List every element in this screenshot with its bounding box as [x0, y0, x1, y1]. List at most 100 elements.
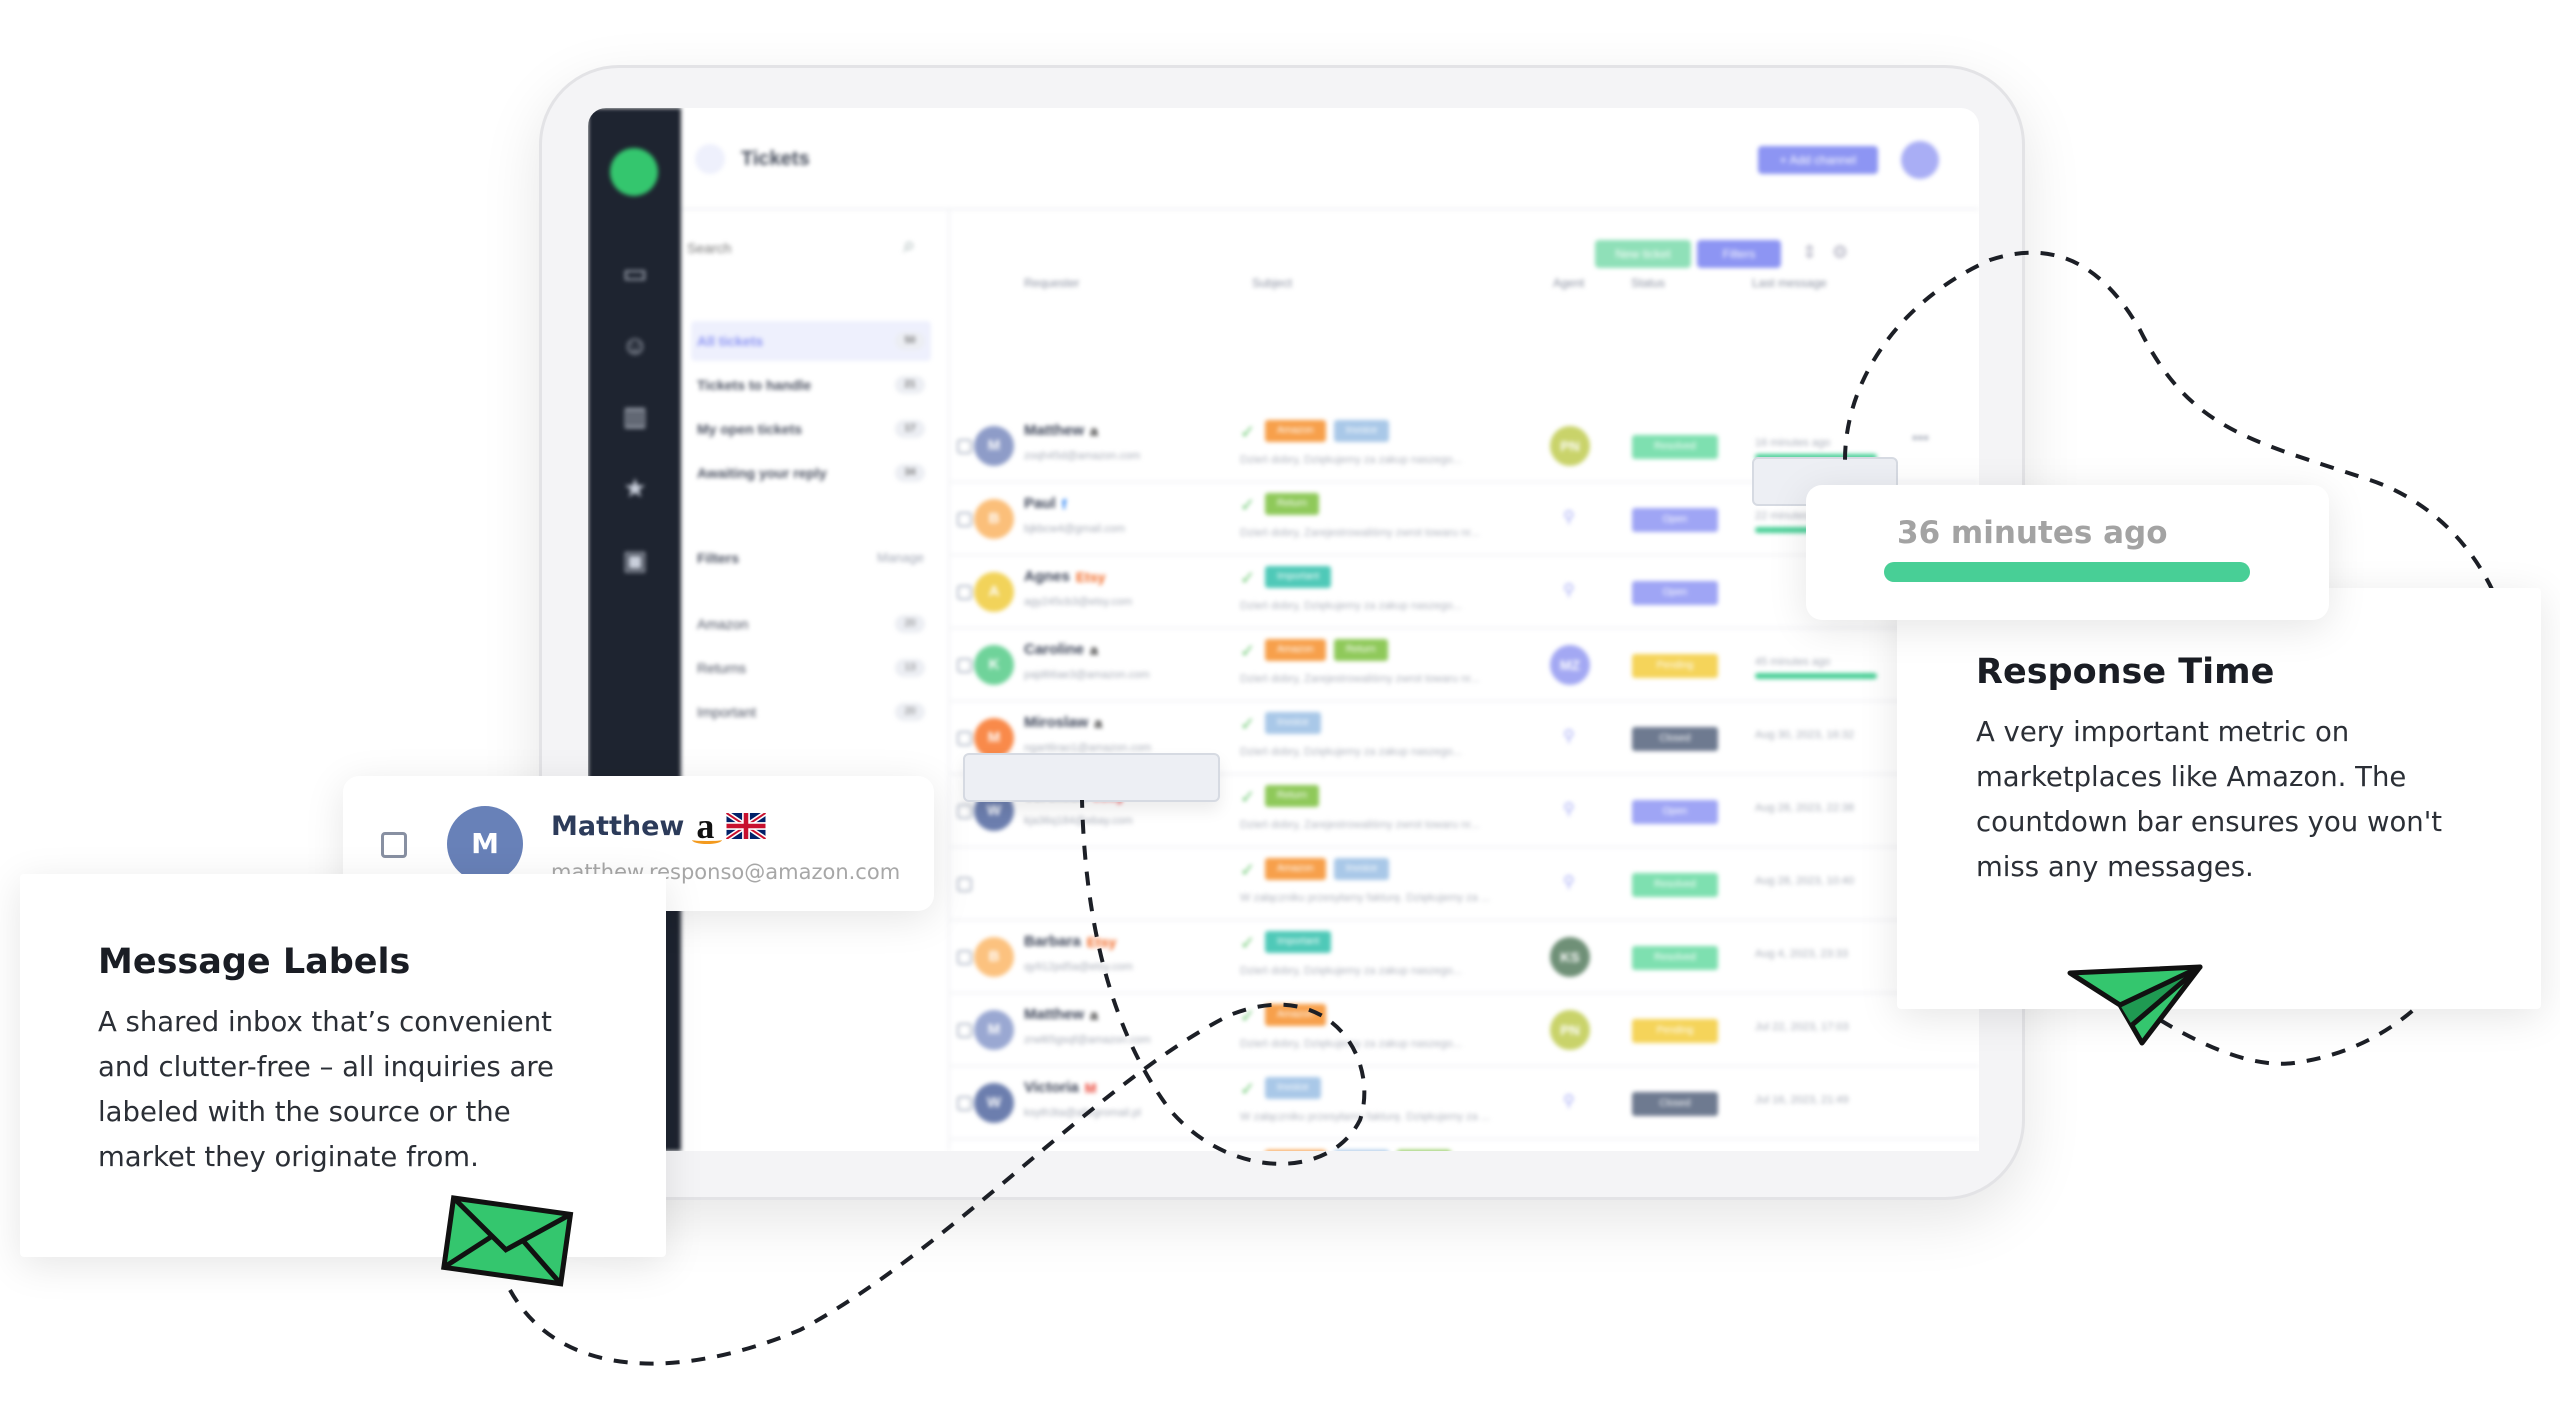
view-label: Tickets to handle [697, 377, 812, 393]
filter-item-returns[interactable]: Returns 13 [691, 648, 931, 688]
column-header-requester[interactable]: Requester [1024, 276, 1080, 290]
agent-avatar[interactable]: PN [1550, 1010, 1590, 1050]
requester-avatar: M [974, 1010, 1014, 1050]
more-options-icon[interactable]: ••• [1912, 430, 1929, 447]
column-header-last-message[interactable]: Last message [1752, 276, 1827, 290]
view-count: 50 [895, 332, 925, 350]
assign-agent-icon[interactable]: ⚲ [1563, 728, 1575, 745]
view-label: Awaiting your reply [697, 465, 827, 481]
tickets-icon [695, 144, 725, 174]
subject-preview: Dzień dobry, Zarejestrowaliśmy zwrot tow… [1240, 527, 1480, 539]
column-header-status[interactable]: Status [1631, 276, 1666, 290]
row-checkbox[interactable] [957, 658, 972, 673]
row-checkbox[interactable] [957, 512, 972, 527]
view-count: 21 [895, 376, 925, 394]
filters-button[interactable]: Filters [1697, 240, 1781, 268]
subject-preview: Dzień dobry, Dziękujemy za zakup naszego… [1240, 965, 1462, 977]
status-badge[interactable]: Open [1632, 800, 1718, 824]
column-header-subject[interactable]: Subject [1252, 276, 1293, 290]
message-labels-title: Message Labels [98, 942, 411, 982]
view-item-my-open-tickets[interactable]: My open tickets 17 [691, 409, 931, 449]
tag-list: Amazon Return [1265, 639, 1388, 661]
header: Tickets + Add channel [681, 108, 1979, 210]
agent-avatar[interactable]: PN [1550, 426, 1590, 466]
table-row[interactable]: M Miroslaw a ngart6rao1@amazon.com ✓ Invoice D… [950, 702, 1979, 775]
status-badge[interactable]: Closed [1632, 727, 1718, 751]
row-checkbox[interactable] [957, 950, 972, 965]
row-checkbox[interactable] [957, 1023, 972, 1038]
table-row[interactable]: K Caroline a pajd66ae3@amazon.com ✓ Amazon Ret… [950, 629, 1979, 702]
tag-list: Invoice [1265, 1077, 1321, 1099]
assign-agent-icon[interactable]: ⚲ [1563, 1093, 1575, 1110]
sort-icon[interactable]: ⇕ [1802, 242, 1818, 262]
assign-agent-icon[interactable]: ⚲ [1563, 509, 1575, 526]
agent-avatar[interactable]: KS [1550, 937, 1590, 977]
row-checkbox[interactable] [957, 731, 972, 746]
users-icon[interactable]: ☺ [621, 330, 649, 360]
read-check-icon: ✓ [1240, 641, 1256, 661]
row-checkbox[interactable] [957, 877, 972, 892]
new-ticket-button[interactable]: New ticket [1595, 240, 1691, 268]
status-badge[interactable]: Pending [1632, 654, 1718, 678]
row-checkbox[interactable] [957, 585, 972, 600]
filter-item-important[interactable]: Important 20 [691, 692, 931, 732]
response-time-body: A very important metric on marketplaces … [1976, 716, 2443, 883]
chart-icon[interactable]: ▥ [622, 401, 648, 431]
assign-agent-icon[interactable]: ⚲ [1563, 582, 1575, 599]
assign-agent-icon[interactable]: ⚲ [1563, 801, 1575, 818]
star-icon[interactable]: ★ [623, 473, 647, 503]
inbox-icon[interactable]: ▭ [622, 258, 648, 288]
requester-avatar: A [974, 572, 1014, 612]
requester-name: Victoria [1024, 1079, 1079, 1096]
table-row[interactable]: A Agnes Etsy agy245cb3@etsy.com ✓ Important Dz… [950, 556, 1979, 629]
tag-list: Important [1265, 566, 1332, 588]
layout-icon[interactable]: ▣ [622, 545, 648, 575]
tag-invoice: Invoice [1333, 420, 1390, 442]
select-checkbox[interactable] [381, 832, 407, 858]
table-row[interactable]: B Barbara Etsy qy912pd5a@etsy.com ✓ Important… [950, 921, 1979, 994]
table-row[interactable]: AAdamakus84t5so2@amazon.com✓AmazonInvoic… [950, 1140, 1979, 1151]
manage-filters-link[interactable]: Manage [877, 550, 924, 565]
status-badge[interactable]: Closed [1632, 1092, 1718, 1116]
settings-icon[interactable]: ⚙ [1832, 242, 1849, 262]
filter-count: 13 [895, 659, 925, 677]
filter-item-amazon[interactable]: Amazon 20 [691, 604, 931, 644]
table-row[interactable]: ✓ Amazon Invoice W załączniku przesyłamy fa… [950, 848, 1979, 921]
status-badge[interactable]: Resolved [1632, 435, 1718, 459]
view-item-all-tickets[interactable]: All tickets 50 [691, 321, 931, 361]
last-message: Jul 16, 2023, 21:49 [1755, 1094, 1849, 1106]
last-message-popout: 36 minutes ago [1806, 485, 2329, 620]
view-count: 17 [895, 420, 925, 438]
requester-name: Matthew [1024, 1006, 1084, 1023]
requester-email: qy912pd5a@etsy.com [1024, 961, 1133, 973]
requester-avatar: M [974, 426, 1014, 466]
countdown-bar [1755, 673, 1877, 679]
status-badge[interactable]: Pending [1632, 1019, 1718, 1043]
search-input[interactable] [687, 236, 887, 260]
status-badge[interactable]: Open [1632, 581, 1718, 605]
status-badge[interactable]: Resolved [1632, 873, 1718, 897]
column-header-agent[interactable]: Agent [1553, 276, 1585, 290]
read-check-icon: ✓ [1240, 714, 1256, 734]
row-checkbox[interactable] [957, 804, 972, 819]
tag-list: Amazon Invoice [1265, 420, 1390, 442]
envelope-icon [441, 1195, 574, 1287]
tag-return: Return [1265, 785, 1320, 807]
requester-name-line: Matthew a [551, 806, 767, 846]
row-checkbox[interactable] [957, 439, 972, 454]
table-row[interactable]: M Matthew a zoqh45d@amazon.com ✓ Amazon Invoic… [950, 410, 1979, 483]
status-badge[interactable]: Resolved [1632, 946, 1718, 970]
user-avatar[interactable] [1901, 141, 1939, 179]
add-channel-button[interactable]: + Add channel [1758, 146, 1878, 174]
status-badge[interactable]: Open [1632, 508, 1718, 532]
table-row[interactable]: B Paul f bjkbcw4@gmail.com ✓ Return Dzień dobr… [950, 483, 1979, 556]
row-checkbox[interactable] [957, 1096, 972, 1111]
read-check-icon: ✓ [1240, 495, 1256, 515]
view-item-tickets-to-handle[interactable]: Tickets to handle 21 [691, 365, 931, 405]
search-icon[interactable]: ⌕ [903, 232, 916, 257]
last-message: Aug 4, 2023, 23:33 [1755, 948, 1848, 960]
view-item-awaiting-your-reply[interactable]: Awaiting your reply 34 [691, 453, 931, 493]
assign-agent-icon[interactable]: ⚲ [1563, 874, 1575, 891]
agent-avatar[interactable]: MZ [1550, 645, 1590, 685]
